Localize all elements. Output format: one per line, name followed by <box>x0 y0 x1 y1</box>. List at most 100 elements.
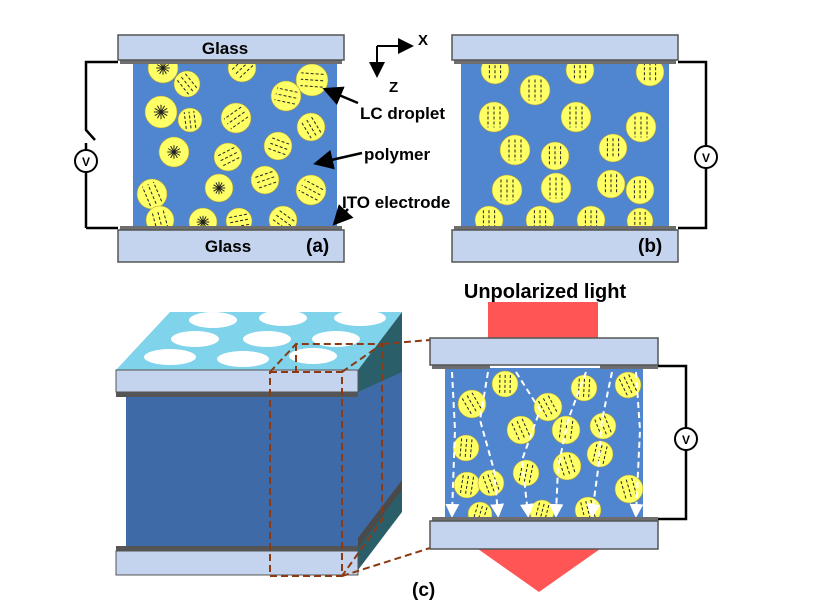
panel-c-bottom-glass <box>429 520 659 550</box>
lc-droplet <box>295 174 327 206</box>
lc-droplet <box>499 134 531 166</box>
polymer-callout-arrow <box>313 149 363 170</box>
transmitted-light-arrow <box>478 549 600 592</box>
panel-b: (b) V <box>451 34 718 263</box>
lc-droplet <box>519 74 551 106</box>
panel-c-voltmeter-label: V <box>682 433 690 447</box>
panel-a-top-electrode <box>120 59 342 64</box>
cube-hole <box>171 331 219 347</box>
panel-c-top-glass <box>429 337 659 366</box>
polymer-callout-label: polymer <box>364 145 431 164</box>
panel-b-voltmeter-label: V <box>702 151 710 165</box>
lc-droplet <box>295 63 329 97</box>
lc-droplet <box>478 101 510 133</box>
panel-c-circuit <box>658 364 688 521</box>
cube-cutout-outline <box>269 339 431 577</box>
panel-c: Unpolarized light V (c) <box>115 281 698 601</box>
lc-droplet <box>220 102 252 134</box>
panel-b-bottom-glass <box>451 229 679 263</box>
lc-droplet <box>565 62 595 85</box>
electrode-callout-arrow <box>332 204 354 226</box>
lc-droplet <box>268 205 298 228</box>
lc-droplet <box>560 101 592 133</box>
panel-c-top-electrode-right <box>600 364 658 369</box>
lc-droplet <box>596 169 626 199</box>
panel-a-circuit <box>84 60 118 230</box>
lc-droplet <box>540 141 570 171</box>
panel-b-top-glass <box>451 34 679 61</box>
cube-hole <box>243 331 291 347</box>
lc-droplet <box>177 107 203 133</box>
cube-top-glass <box>115 369 359 393</box>
lc-droplet <box>158 136 190 168</box>
lc-droplet <box>263 131 293 161</box>
lc-droplet <box>512 459 540 487</box>
light-ray <box>515 371 542 518</box>
droplet-callout-label: LC droplet <box>360 104 445 123</box>
light-ray <box>445 371 460 518</box>
panel-a-voltmeter <box>74 149 98 173</box>
electrode-callout-label: ITO electrode <box>342 193 450 212</box>
cube-hole <box>144 349 196 365</box>
panel-b-top-electrode <box>454 59 676 64</box>
cube-hole <box>217 351 269 367</box>
panel-b-circuit <box>678 60 708 230</box>
lc-droplet <box>270 80 302 112</box>
light-ray <box>549 371 587 518</box>
lc-droplet <box>614 474 643 504</box>
x-axis-label: X <box>418 32 428 49</box>
panel-a-tag: (a) <box>306 236 329 257</box>
panel-a-bottom-glass-label: Glass <box>205 237 251 256</box>
panel-a-top-glass <box>117 34 345 61</box>
lc-droplet <box>635 62 665 87</box>
lc-droplet <box>491 174 523 206</box>
panel-a-voltmeter-label: V <box>82 155 90 169</box>
panel-c-top-electrode-left <box>432 364 490 369</box>
panel-b-droplets <box>474 62 665 228</box>
lc-droplet <box>453 471 481 499</box>
lc-droplet <box>625 175 655 205</box>
lc-droplet <box>589 412 617 440</box>
lc-droplet <box>533 392 563 422</box>
lc-droplet <box>250 165 280 195</box>
lc-droplet <box>204 173 234 203</box>
cube-hole <box>289 348 337 364</box>
lc-droplet <box>227 62 257 83</box>
lc-droplet <box>296 112 326 142</box>
cube-bottom-glass <box>115 550 359 576</box>
lc-droplet <box>480 62 510 85</box>
panel-a-bottom-glass <box>117 229 345 263</box>
lc-droplet <box>144 95 178 129</box>
lc-droplet <box>452 434 480 462</box>
lc-droplet <box>552 451 582 481</box>
lc-droplet <box>614 371 642 399</box>
panel-b-voltmeter <box>694 145 718 169</box>
cube-hole <box>259 310 307 326</box>
panel-b-tag: (b) <box>638 236 662 257</box>
unpolarized-light-label: Unpolarized light <box>464 281 627 303</box>
cube-hole <box>334 310 386 326</box>
lc-droplet <box>540 172 572 204</box>
lc-droplet <box>491 370 519 398</box>
light-ray <box>586 371 613 518</box>
panel-c-tag: (c) <box>412 580 435 601</box>
panel-a-top-glass-label: Glass <box>202 39 248 58</box>
panel-c-voltmeter <box>674 427 698 451</box>
lc-droplet <box>457 389 487 419</box>
light-ray <box>478 371 505 518</box>
panel-c-bottom-electrode <box>432 517 658 522</box>
lc-droplet <box>506 415 536 445</box>
panel-c-light-rays <box>445 371 644 518</box>
z-axis-label: Z <box>389 79 398 96</box>
lc-droplet <box>625 111 657 143</box>
panel-a-bottom-electrode <box>120 226 342 231</box>
panel-b-bottom-electrode <box>454 226 676 231</box>
lc-droplet <box>213 142 243 172</box>
lc-droplet <box>570 374 598 402</box>
droplet-callout-arrow <box>322 86 359 106</box>
panel-c-droplets <box>452 370 643 519</box>
lc-droplet <box>136 178 168 210</box>
axes-indicator: X Z <box>369 32 428 96</box>
